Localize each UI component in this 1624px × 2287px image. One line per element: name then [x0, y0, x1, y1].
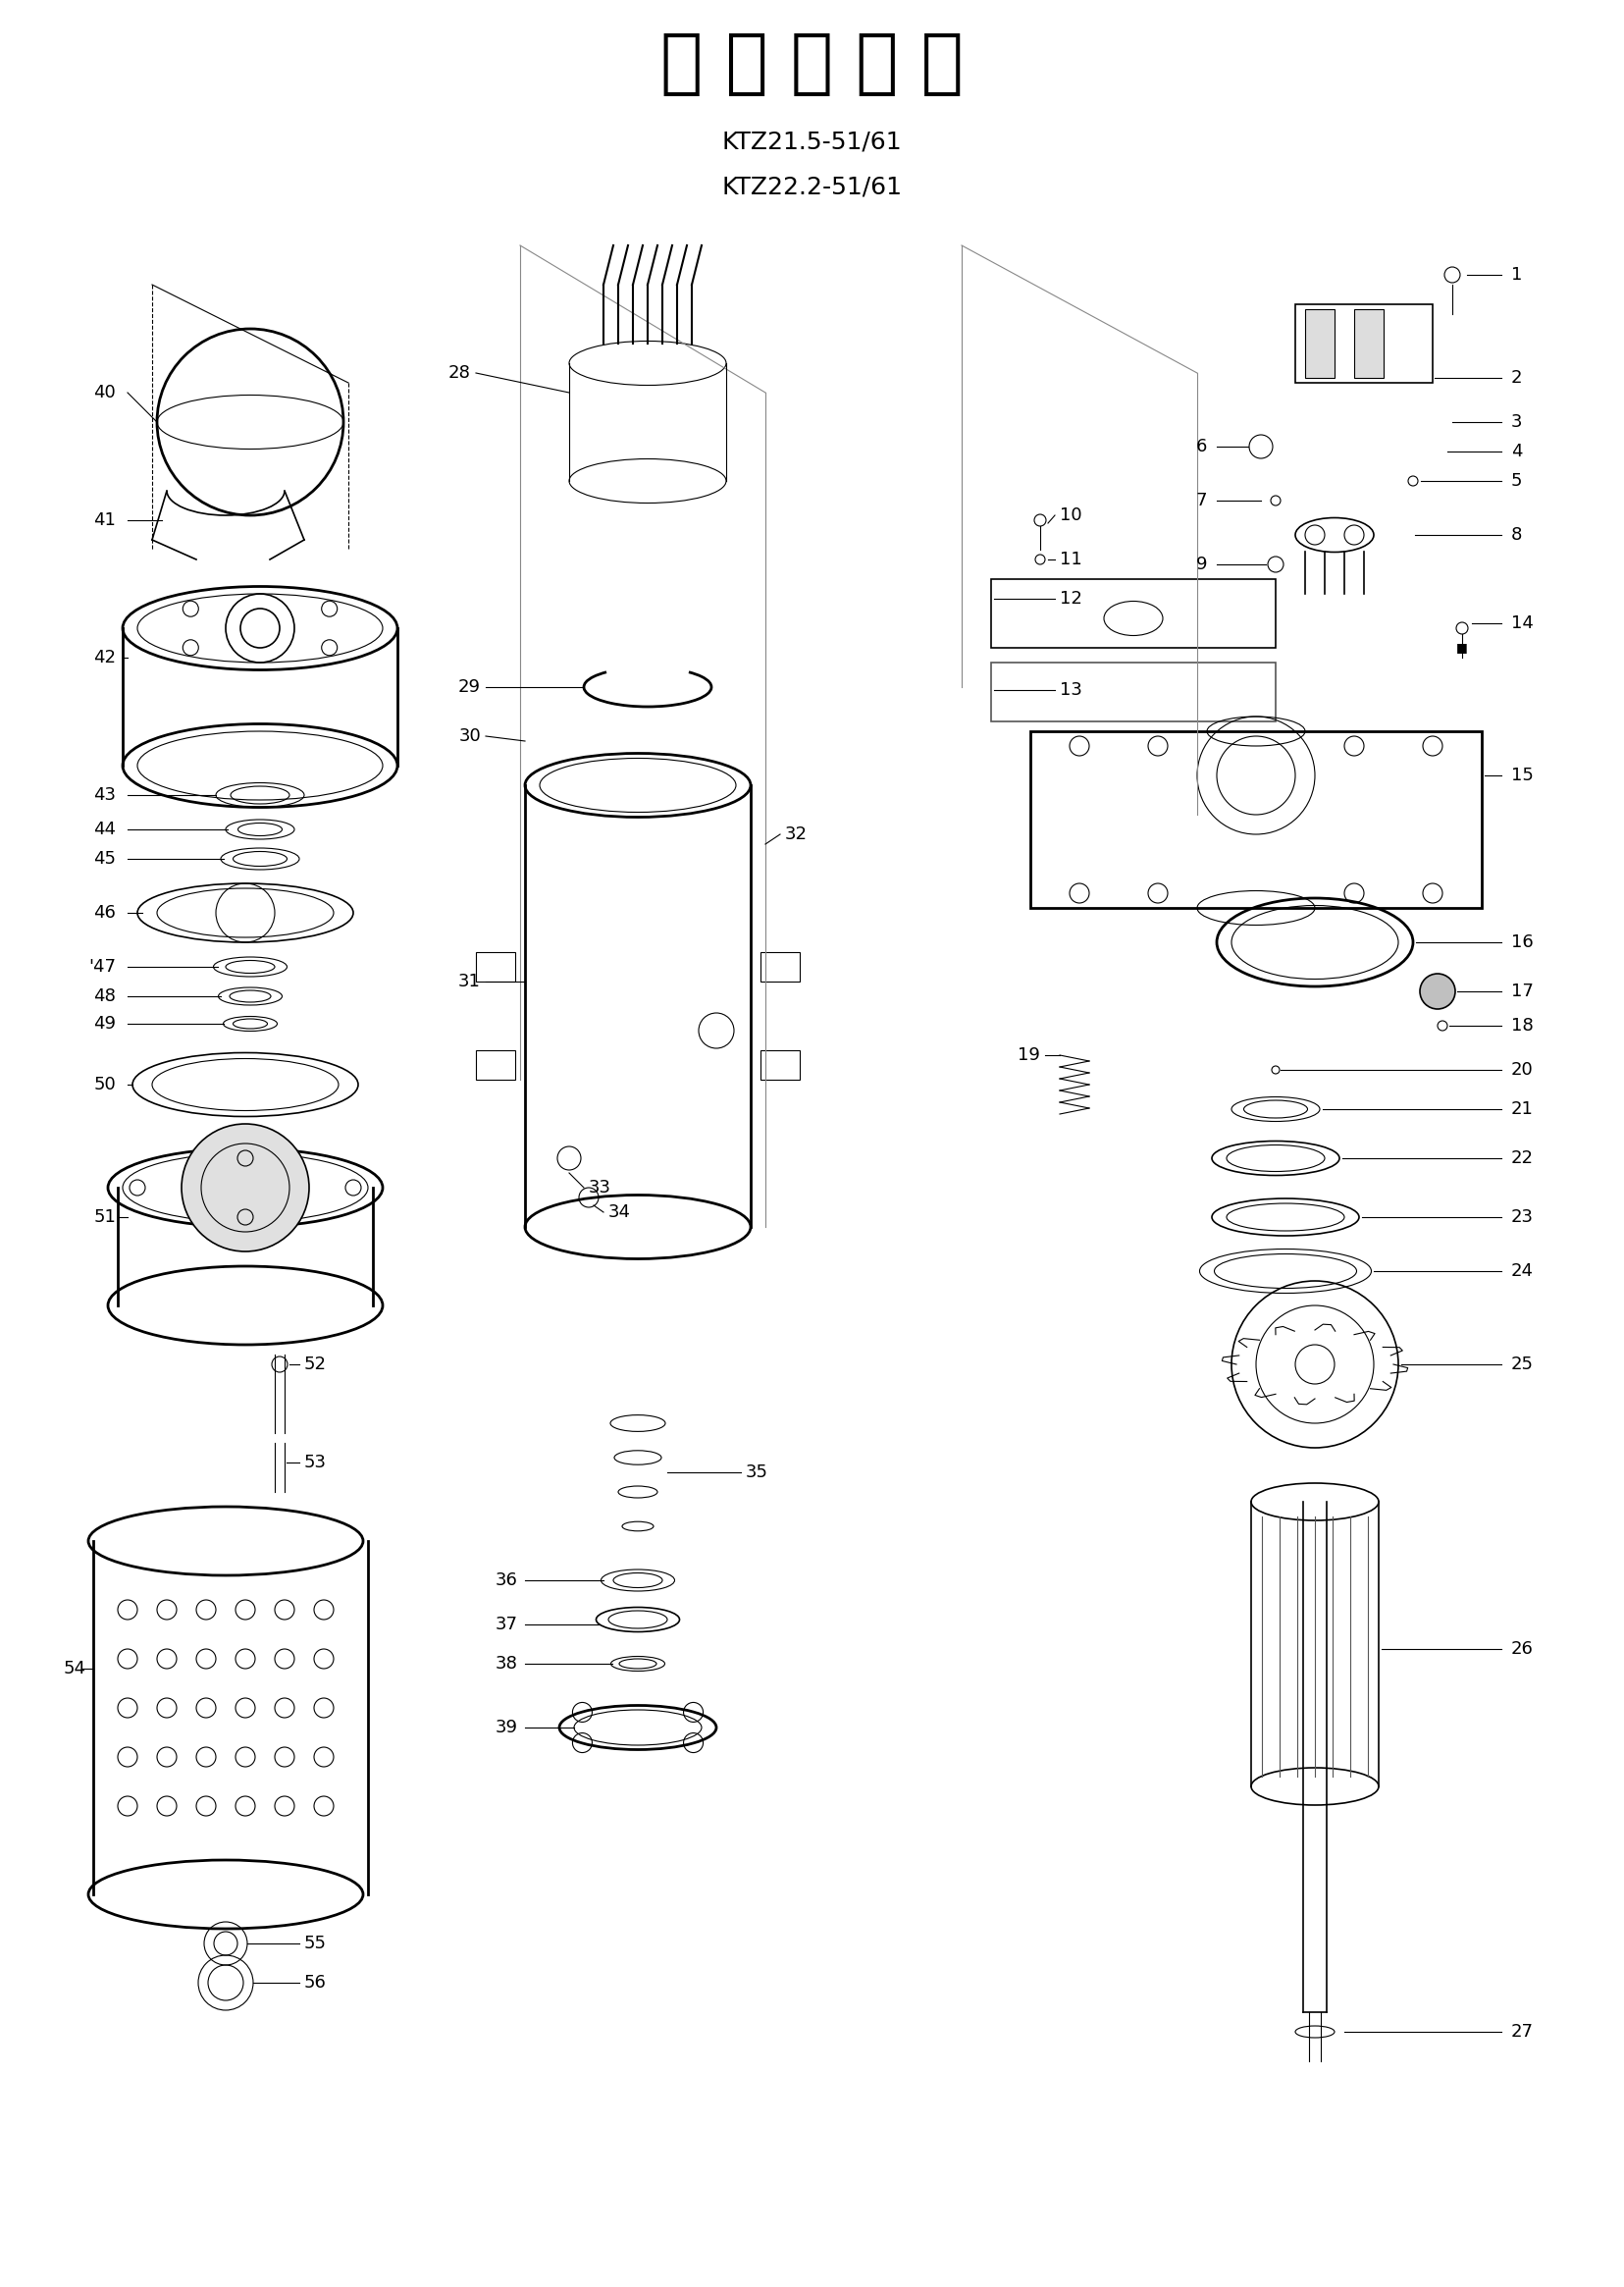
Text: 50: 50 [94, 1075, 115, 1093]
Bar [991, 579, 1275, 647]
Bar [760, 951, 799, 981]
Text: 41: 41 [93, 512, 115, 528]
Text: 53: 53 [304, 1455, 326, 1471]
Text: 18: 18 [1512, 1018, 1533, 1034]
Text: 17: 17 [1512, 983, 1533, 999]
Text: 51: 51 [93, 1208, 115, 1226]
Bar [1354, 309, 1384, 377]
Text: 6: 6 [1195, 437, 1207, 455]
Text: 16: 16 [1512, 933, 1533, 951]
Text: 4: 4 [1512, 444, 1522, 460]
Text: 9: 9 [1195, 556, 1207, 574]
Text: 30: 30 [458, 727, 481, 746]
Text: 37: 37 [495, 1615, 518, 1633]
Text: 19: 19 [1018, 1047, 1039, 1063]
Text: 40: 40 [94, 384, 115, 403]
Bar [1306, 309, 1335, 377]
Text: 23: 23 [1512, 1208, 1533, 1226]
Text: 35: 35 [745, 1464, 768, 1482]
Text: 11: 11 [1060, 551, 1082, 567]
Text: 8: 8 [1512, 526, 1522, 544]
Text: 46: 46 [93, 903, 115, 922]
Bar [760, 1050, 799, 1079]
Text: 44: 44 [93, 821, 115, 839]
Text: 54: 54 [63, 1660, 86, 1676]
Text: 31: 31 [458, 972, 481, 990]
Circle shape [182, 1123, 309, 1251]
Text: 32: 32 [784, 826, 807, 844]
Text: 26: 26 [1512, 1640, 1533, 1658]
Text: 27: 27 [1512, 2024, 1533, 2040]
Text: 2: 2 [1512, 368, 1522, 387]
Text: 52: 52 [304, 1356, 326, 1372]
Text: 39: 39 [495, 1720, 518, 1736]
Text: 24: 24 [1512, 1262, 1533, 1281]
Text: 22: 22 [1512, 1150, 1533, 1166]
Bar [476, 951, 515, 981]
Text: 38: 38 [495, 1656, 518, 1672]
Text: 43: 43 [93, 787, 115, 805]
Text: 21: 21 [1512, 1100, 1533, 1118]
Text: 45: 45 [93, 851, 115, 867]
Text: 48: 48 [93, 988, 115, 1004]
Bar [476, 1050, 515, 1079]
Text: 55: 55 [304, 1935, 326, 1953]
Text: 28: 28 [448, 364, 471, 382]
Circle shape [1419, 974, 1455, 1009]
Bar [1296, 304, 1432, 382]
Text: 分 解 組 立 図: 分 解 組 立 図 [659, 30, 963, 98]
Text: 42: 42 [93, 650, 115, 666]
Text: 12: 12 [1060, 590, 1082, 608]
Text: 34: 34 [609, 1203, 632, 1221]
Text: 49: 49 [93, 1015, 115, 1034]
Text: 25: 25 [1512, 1356, 1533, 1372]
Text: 7: 7 [1195, 492, 1207, 510]
Text: KTZ22.2-51/61: KTZ22.2-51/61 [721, 174, 901, 199]
Text: '47: '47 [88, 958, 115, 977]
Text: 13: 13 [1060, 682, 1082, 700]
Text: 56: 56 [304, 1974, 326, 1992]
Text: 36: 36 [495, 1571, 518, 1589]
Text: ■: ■ [1457, 640, 1468, 654]
Text: 14: 14 [1512, 615, 1533, 631]
Text: KTZ21.5-51/61: KTZ21.5-51/61 [721, 130, 901, 153]
Text: 1: 1 [1512, 265, 1522, 284]
Text: 15: 15 [1512, 766, 1533, 784]
Text: 5: 5 [1512, 471, 1522, 489]
Text: 29: 29 [458, 679, 481, 695]
Bar [991, 663, 1275, 720]
Text: 3: 3 [1512, 414, 1522, 430]
Bar [1030, 732, 1481, 908]
Text: 20: 20 [1512, 1061, 1533, 1079]
Text: 33: 33 [590, 1178, 611, 1196]
Text: 10: 10 [1060, 505, 1082, 524]
